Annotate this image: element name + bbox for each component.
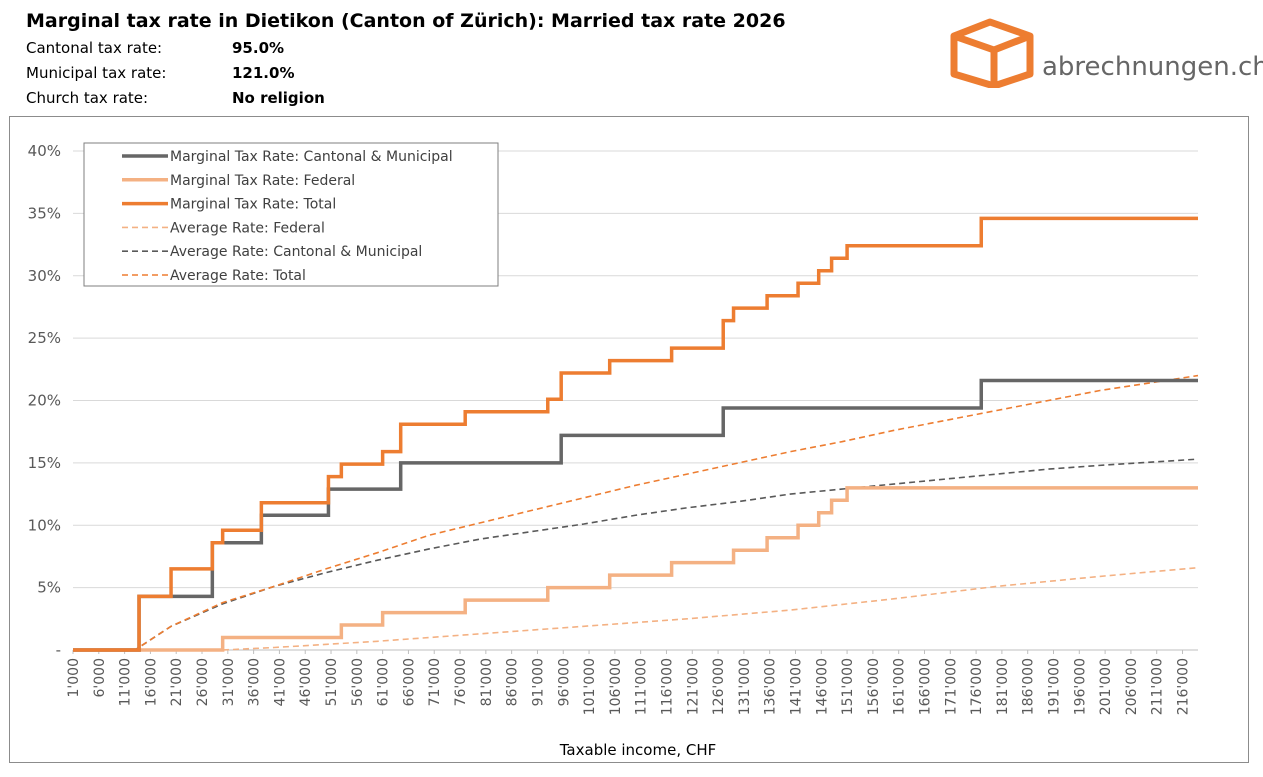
y-tick-label: 30%	[28, 267, 61, 285]
x-tick-label: 56'000	[350, 658, 366, 706]
page-title: Marginal tax rate in Dietikon (Canton of…	[26, 10, 786, 32]
x-tick-label: 86'000	[505, 658, 521, 706]
legend-item-label: Average Rate: Cantonal & Municipal	[170, 244, 422, 260]
x-tick-label: 141'000	[788, 658, 804, 715]
logo-text: abrechnungen.ch	[1042, 52, 1263, 82]
x-tick-label: 196'000	[1072, 658, 1088, 715]
x-tick-label: 146'000	[814, 658, 830, 715]
x-tick-label: 211'000	[1150, 658, 1166, 715]
x-tick-label: 61'000	[376, 658, 392, 706]
municipal-rate-value: 121.0%	[232, 64, 295, 82]
x-tick-label: 71'000	[427, 658, 443, 706]
x-tick-label: 91'000	[530, 658, 546, 706]
x-tick-label: 121'000	[685, 658, 701, 715]
x-tick-label: 136'000	[763, 658, 779, 715]
x-axis-label: Taxable income, CHF	[559, 741, 716, 759]
series-line	[73, 378, 1198, 652]
logo: abrechnungen.ch	[950, 18, 1263, 90]
x-tick-label: 76'000	[453, 658, 469, 706]
x-tick-label: 96'000	[556, 658, 572, 706]
cantonal-rate-row: Cantonal tax rate: 95.0%	[26, 39, 426, 61]
chart-container: - 5% 10% 15% 20% 25% 30% 35% 40% 1'000 6'000 11'00…	[9, 116, 1249, 763]
x-tick-label: 206'000	[1124, 658, 1140, 715]
series-line	[73, 374, 1199, 651]
municipal-rate-row: Municipal tax rate: 121.0%	[26, 64, 426, 86]
x-tick-label: 181'000	[995, 658, 1011, 715]
x-tick-label: 36'000	[247, 658, 263, 706]
y-tick-label: 40%	[28, 142, 61, 160]
x-tick-label: 126'000	[711, 658, 727, 715]
x-tick-label: 6'000	[92, 658, 108, 697]
x-tick-label: 171'000	[943, 658, 959, 715]
y-tick-label: 35%	[28, 204, 61, 222]
x-tick-label: 116'000	[659, 658, 675, 715]
legend-item-label: Average Rate: Federal	[170, 220, 325, 236]
series-line	[73, 216, 1198, 652]
x-tick-label: 66'000	[401, 658, 417, 706]
x-tick-label: 21'000	[169, 658, 185, 706]
x-tick-label: 41'000	[272, 658, 288, 706]
x-tick-label: 186'000	[1021, 658, 1037, 715]
y-tick-label: -	[56, 641, 61, 659]
x-tick-label: 191'000	[1047, 658, 1063, 715]
y-tick-label: 20%	[28, 392, 61, 410]
x-tick-label: 106'000	[608, 658, 624, 715]
series-line	[73, 566, 1199, 651]
cantonal-rate-value: 95.0%	[232, 39, 285, 57]
x-tick-label: 101'000	[582, 658, 598, 715]
x-tick-label: 161'000	[892, 658, 908, 715]
x-tick-label: 131'000	[737, 658, 753, 715]
x-tick-label: 151'000	[840, 658, 856, 715]
y-tick-label: 15%	[28, 454, 61, 472]
x-tick-label: 11'000	[118, 658, 134, 706]
series-line	[73, 458, 1199, 651]
x-tick-label: 111'000	[634, 658, 650, 715]
municipal-rate-label: Municipal tax rate:	[26, 64, 167, 82]
x-tick-label: 166'000	[917, 658, 933, 715]
x-tick-label: 16'000	[143, 658, 159, 706]
y-tick-label: 25%	[28, 329, 61, 347]
x-axis-ticks: 1'000 6'000 11'000 16'000 21'000 26'000 31'000…	[66, 650, 1192, 715]
x-tick-label: 31'000	[221, 658, 237, 706]
cantonal-rate-label: Cantonal tax rate:	[26, 39, 163, 57]
line-chart: - 5% 10% 15% 20% 25% 30% 35% 40% 1'000 6'000 11'00…	[28, 142, 1199, 759]
legend-box	[83, 142, 499, 287]
y-axis-ticks: - 5% 10% 15% 20% 25% 30% 35% 40%	[28, 142, 61, 659]
x-tick-label: 216'000	[1176, 658, 1192, 715]
series-line	[73, 486, 1198, 652]
x-tick-label: 176'000	[969, 658, 985, 715]
x-tick-label: 46'000	[298, 658, 314, 706]
x-tick-label: 26'000	[195, 658, 211, 706]
y-tick-label: 10%	[28, 516, 61, 534]
legend-item-label: Marginal Tax Rate: Cantonal & Municipal	[170, 149, 453, 165]
legend-item-label: Marginal Tax Rate: Total	[170, 197, 336, 213]
x-tick-label: 156'000	[866, 658, 882, 715]
y-tick-label: 5%	[37, 579, 61, 597]
x-tick-label: 201'000	[1098, 658, 1114, 715]
series-lines	[73, 216, 1199, 652]
x-tick-label: 51'000	[324, 658, 340, 706]
x-tick-label: 1'000	[66, 658, 82, 697]
legend-item-label: Average Rate: Total	[170, 268, 306, 284]
church-rate-row: Church tax rate: No religion	[26, 89, 426, 111]
legend-item-label: Marginal Tax Rate: Federal	[170, 173, 355, 189]
box-icon	[950, 18, 1034, 90]
x-tick-label: 81'000	[479, 658, 495, 706]
church-rate-label: Church tax rate:	[26, 89, 149, 107]
legend: Marginal Tax Rate: Cantonal & Municipal M…	[83, 142, 499, 287]
church-rate-value: No religion	[232, 89, 325, 107]
